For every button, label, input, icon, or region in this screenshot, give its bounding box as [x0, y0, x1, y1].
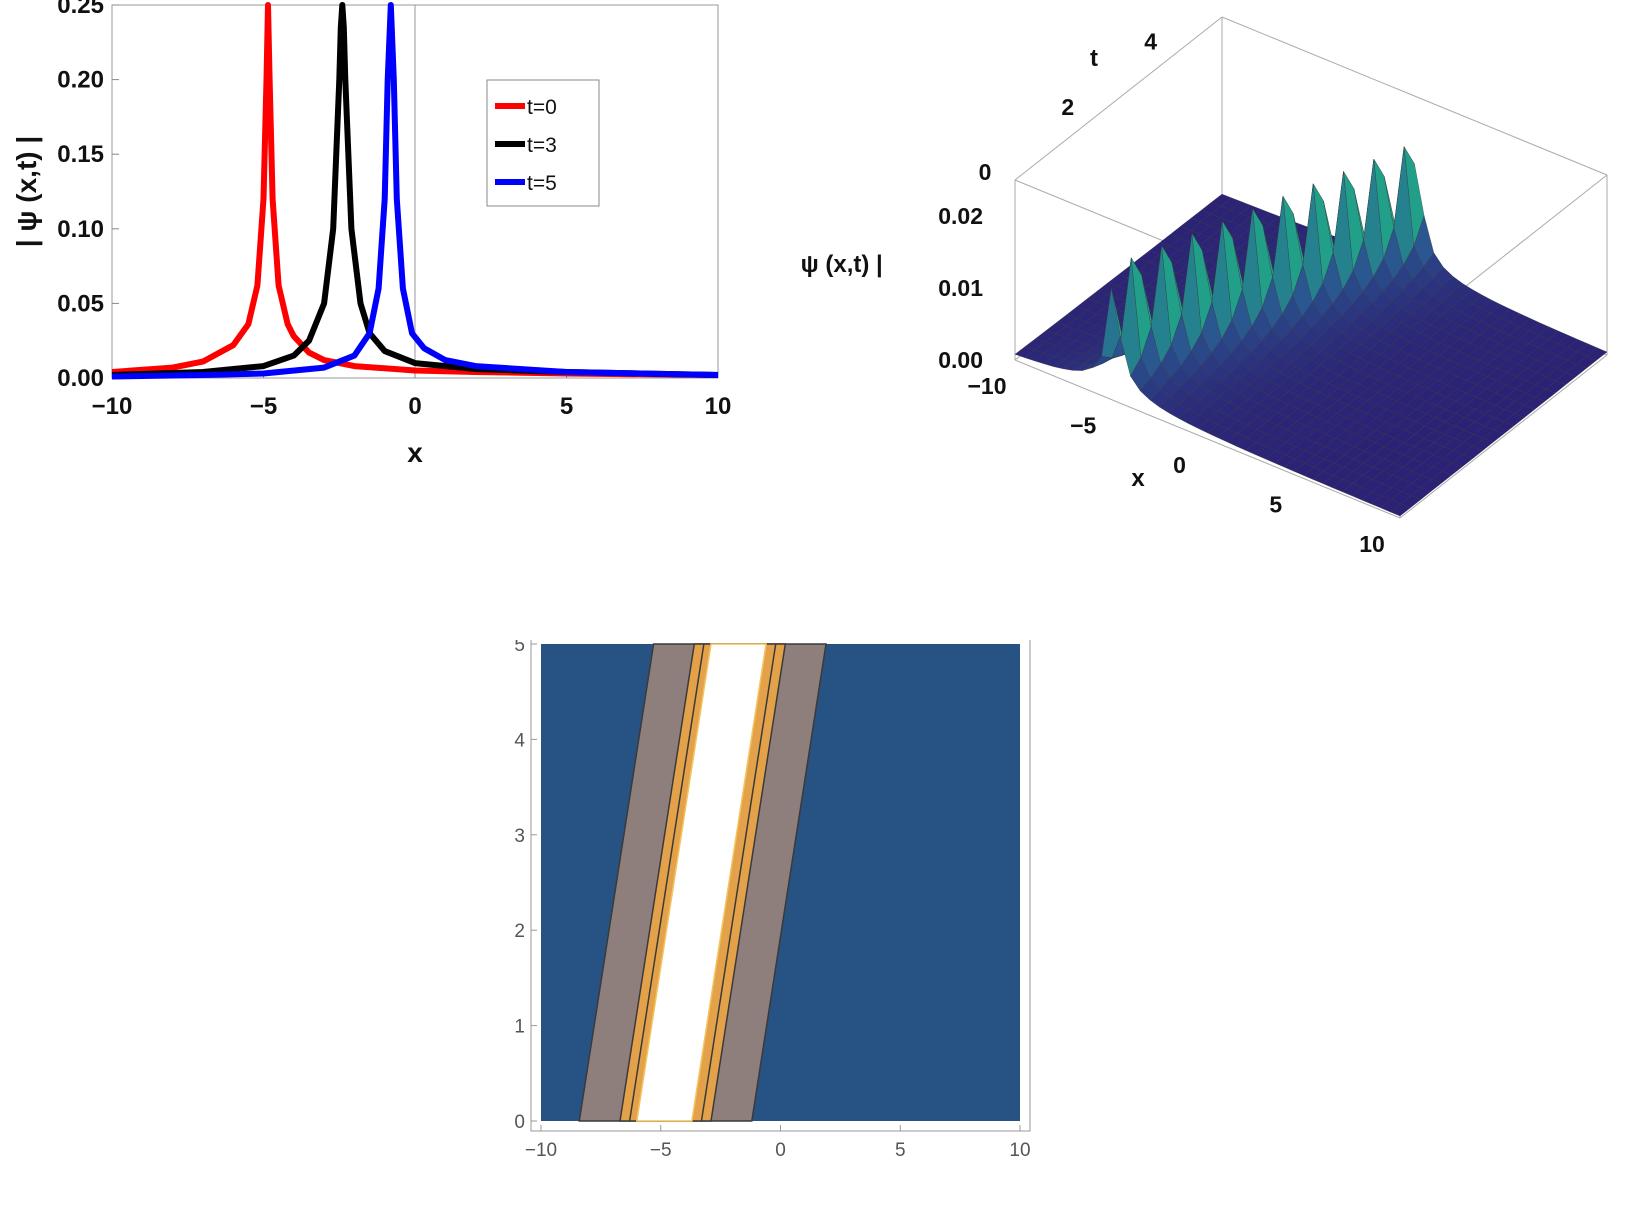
x-tick-label: 0: [1173, 452, 1186, 478]
x-tick-label: 0: [408, 393, 421, 420]
surface-chart: −10 −5 0 5 10 x 0 2 4 t 0.00 0.01 0.02 | ψ (x,t) |: [787, 16, 1608, 557]
series-line-t=3: [111, 2, 719, 378]
line-chart: −10 −5 0 5 10 0.00 0.05 0.10 0.15 0.20 0.25 x | ψ (x…: [11, 0, 732, 468]
y-tick-label: 0.25: [57, 0, 104, 19]
z-tick-label: 0.00: [938, 347, 983, 373]
box-edge: [1014, 359, 1401, 519]
series-line-t=0: [111, 2, 719, 378]
series-line-t=5: [111, 2, 719, 380]
y-tick-label: 4: [514, 730, 525, 751]
x-tick-label: 0: [775, 1140, 786, 1161]
y-tick-label: 0.15: [57, 141, 104, 168]
x-tick-label: 10: [705, 393, 732, 420]
surface-patch: [1389, 503, 1411, 517]
x-tick-label: −10: [92, 393, 133, 420]
z-tick-label: 0.01: [938, 275, 983, 301]
contour-core: [635, 643, 767, 1122]
legend-label: t=3: [527, 134, 557, 157]
y-tick-label: 0.10: [57, 216, 104, 243]
contour-chart: −10 −5 0 5 10 0 1 2 3 4 5: [514, 633, 1031, 1161]
t-tick-label: 0: [979, 159, 992, 185]
x-tick-label: 5: [560, 393, 573, 420]
x-tick-label: 5: [1269, 492, 1282, 518]
contour-line: [700, 643, 777, 1122]
x-axis-label: x: [407, 437, 423, 468]
x-tick-label: −5: [1070, 413, 1096, 439]
y-tick-label: 0: [514, 1112, 525, 1133]
x-tick-label: 10: [1009, 1140, 1030, 1161]
x-tick-label: −10: [967, 373, 1006, 399]
box-edge: [1399, 354, 1608, 519]
surface: [1014, 145, 1608, 517]
y-tick-label: 1: [514, 1017, 525, 1038]
box-edge: [1221, 16, 1608, 176]
x-axis-label: x: [1131, 465, 1145, 492]
y-tick-label: 5: [514, 640, 525, 656]
y-tick-label: 0.20: [57, 67, 104, 94]
z-tick-label: 0.02: [938, 203, 983, 229]
x-tick-label: 5: [895, 1140, 906, 1161]
y-tick-label: 2: [514, 921, 525, 942]
surface-chart-panel: −10 −5 0 5 10 x 0 2 4 t 0.00 0.01 0.02 | ψ (x,t) |: [787, 0, 1650, 580]
t-axis-label: t: [1090, 45, 1098, 72]
t-tick-label: 2: [1061, 94, 1074, 120]
legend-label: t=5: [527, 172, 557, 195]
z-axis-label: | ψ (x,t) |: [800, 251, 883, 278]
x-tick-label: 10: [1359, 531, 1385, 557]
x-tick-label: −5: [650, 1140, 672, 1161]
y-tick-label: 3: [514, 826, 525, 847]
x-tick-label: −5: [250, 393, 277, 420]
y-tick-label: 0.00: [57, 365, 104, 392]
box-edge: [1014, 16, 1223, 181]
contour-chart-panel: −10 −5 0 5 10 0 1 2 3 4 5: [500, 633, 1120, 1219]
line-chart-panel: −10 −5 0 5 10 0.00 0.05 0.10 0.15 0.20 0.25 x | ψ (x…: [0, 0, 780, 500]
y-tick-label: 0.05: [57, 290, 104, 317]
legend-label: t=0: [527, 96, 557, 119]
x-tick-label: −10: [525, 1140, 557, 1161]
t-tick-label: 4: [1144, 29, 1157, 55]
contour-line: [628, 643, 705, 1122]
y-axis-label: | ψ (x,t) |: [11, 136, 42, 247]
